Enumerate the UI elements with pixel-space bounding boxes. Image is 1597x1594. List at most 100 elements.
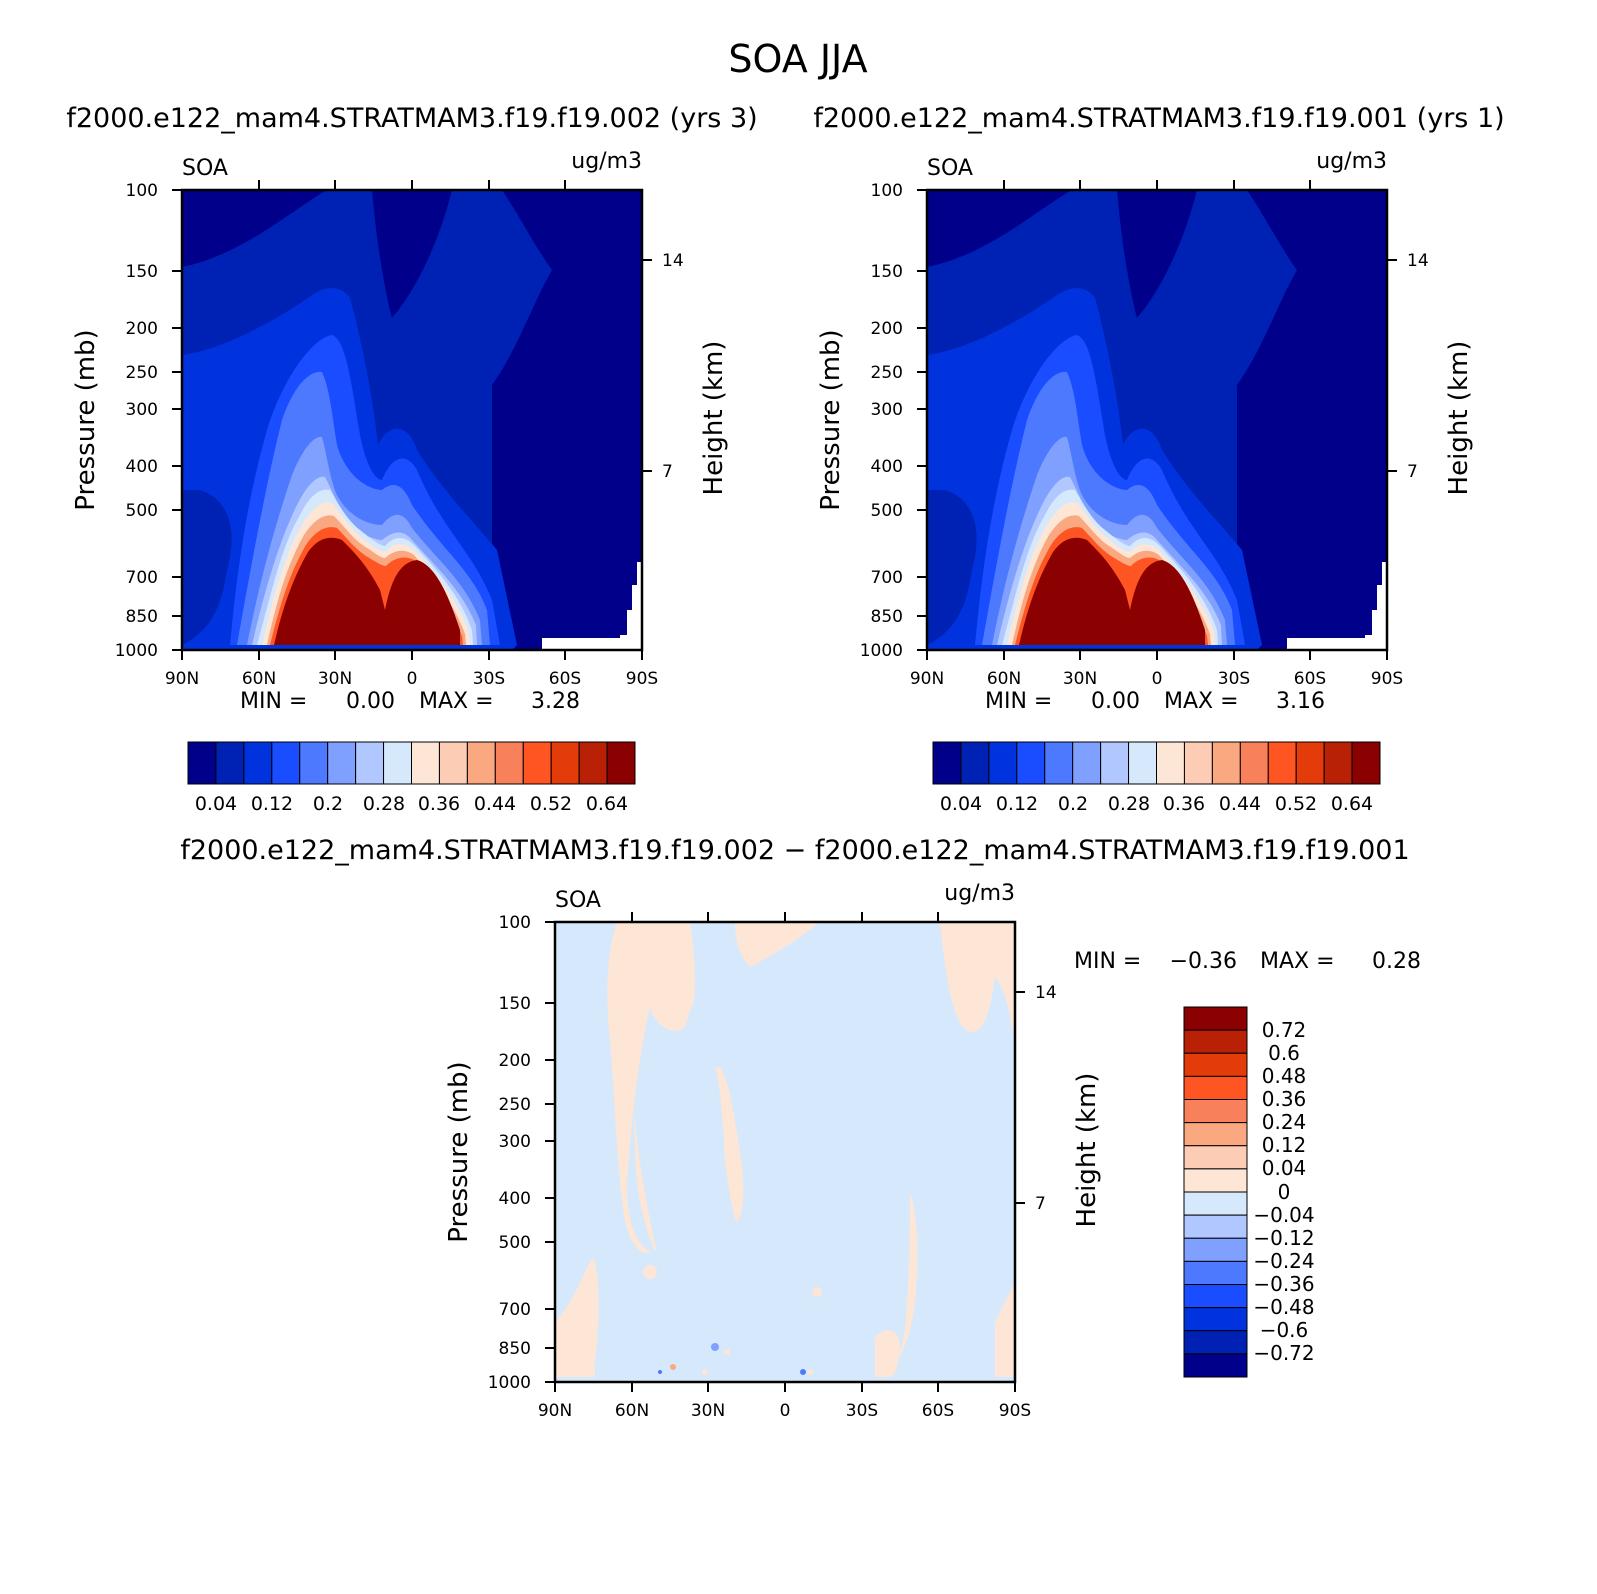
difference-ytick-label: 300 xyxy=(499,1132,531,1152)
difference-xtick-label: 90N xyxy=(538,1401,572,1421)
panel2-top-ticks xyxy=(1003,180,1311,190)
colorbar-swatch xyxy=(1211,741,1241,785)
colorbar-swatch xyxy=(1016,741,1046,785)
colorbar-swatch xyxy=(1183,1191,1248,1216)
panel2-ytick-label: 700 xyxy=(871,568,903,588)
colorbar-swatch xyxy=(299,741,329,785)
panel2-min-label: MIN = xyxy=(985,689,1052,714)
colorbar-swatch xyxy=(1183,1307,1248,1332)
colorbar-swatch xyxy=(1183,1075,1248,1101)
colorbar-swatch xyxy=(1183,1237,1248,1262)
difference-height-label: 14 xyxy=(1035,983,1057,1003)
panel1-xtick-label: 60N xyxy=(242,669,276,689)
panel2-minmax: MIN = 0.00 MAX = 3.16 xyxy=(985,689,1325,714)
difference-xtick-label: 0 xyxy=(780,1401,791,1421)
difference-height-labels: 14 7 xyxy=(1035,983,1057,1214)
panel1-ytick-label: 250 xyxy=(126,363,158,383)
panel2-ytick-label: 400 xyxy=(871,457,903,477)
colorbar-label: −0.36 xyxy=(1253,1272,1314,1296)
difference-minmax: MIN = −0.36 MAX = 0.28 xyxy=(1074,949,1421,974)
difference-max-label: MAX = xyxy=(1260,949,1335,974)
panel1-xtick-label: 30N xyxy=(318,669,352,689)
difference-xtick-label: 60S xyxy=(922,1401,954,1421)
colorbar-swatch xyxy=(1183,1260,1248,1286)
difference-bottom-ticks xyxy=(554,1382,1016,1392)
panel1-bottom-ticks xyxy=(181,650,643,660)
colorbar-label: 0 xyxy=(1278,1180,1291,1204)
panel1-ytick-labels: 100 150 200 250 300 400 500 700 850 1000 xyxy=(115,181,158,661)
panel1-height-label: 7 xyxy=(662,462,673,482)
panel2-ytick-label: 200 xyxy=(871,319,903,339)
colorbar-label: 0.36 xyxy=(418,793,460,815)
colorbar-swatch xyxy=(1239,741,1269,785)
colorbar-label: 0.72 xyxy=(1262,1018,1307,1042)
colorbar-label: 0.44 xyxy=(1219,793,1261,815)
panel2-colorbar-labels: 0.04 0.12 0.2 0.28 0.36 0.44 0.52 0.64 xyxy=(940,793,1373,815)
colorbar-swatch xyxy=(1183,1006,1248,1031)
difference-ylabel-right: Height (km) xyxy=(1072,1073,1102,1228)
panel2-height-label: 7 xyxy=(1407,462,1418,482)
panel2-ytick-labels: 100 150 200 250 300 400 500 700 850 1000 xyxy=(860,181,903,661)
colorbar-swatch xyxy=(1183,1168,1248,1193)
colorbar-label: 0.04 xyxy=(195,793,237,815)
colorbar-label: 0.24 xyxy=(1262,1110,1307,1134)
panel1-ylabel-right: Height (km) xyxy=(699,341,729,496)
colorbar-swatch xyxy=(1183,1284,1248,1309)
panel1-left-ticks xyxy=(172,189,182,651)
panel2-contours xyxy=(927,190,1387,650)
difference-contours xyxy=(555,922,1015,1382)
colorbar-label: −0.48 xyxy=(1253,1295,1314,1319)
panel2-ylabel: Pressure (mb) xyxy=(816,329,846,510)
colorbar-swatch xyxy=(1295,741,1325,785)
colorbar-swatch xyxy=(355,741,385,785)
colorbar-label: 0.52 xyxy=(530,793,572,815)
panel1-ytick-label: 200 xyxy=(126,319,158,339)
difference-ytick-label: 400 xyxy=(499,1189,531,1209)
panel1-ytick-label: 300 xyxy=(126,400,158,420)
panel1-ytick-label: 100 xyxy=(126,181,158,201)
panel2-height-label: 14 xyxy=(1407,251,1429,271)
colorbar-swatch xyxy=(960,741,990,785)
panel1-xtick-label: 60S xyxy=(549,669,581,689)
colorbar-label: −0.04 xyxy=(1253,1203,1314,1227)
colorbar-swatch xyxy=(187,741,217,785)
difference-left-ticks xyxy=(545,921,555,1383)
panel1-height-labels: 14 7 xyxy=(662,251,684,482)
difference-xtick-label: 60N xyxy=(615,1401,649,1421)
panel2: SOA ug/m3 90N 60N 30N 0 30S 60S 90S 100 … xyxy=(816,149,1474,714)
diff-title: f2000.e122_mam4.STRATMAM3.f19.f19.002 − … xyxy=(180,835,1409,866)
difference-right-ticks xyxy=(1015,991,1025,1204)
panel1-right-ticks xyxy=(642,259,652,472)
colorbar-swatch xyxy=(243,741,273,785)
colorbar-swatch xyxy=(1072,741,1102,785)
colorbar-label: 0.44 xyxy=(474,793,516,815)
panel2-xtick-label: 90N xyxy=(910,669,944,689)
difference-ylabel: Pressure (mb) xyxy=(444,1061,474,1242)
panel2-max-label: MAX = xyxy=(1164,689,1239,714)
colorbar-swatch xyxy=(988,741,1018,785)
panel2-ytick-label: 850 xyxy=(871,607,903,627)
colorbar-swatch xyxy=(271,741,301,785)
panel1-top-ticks xyxy=(258,180,566,190)
difference-panel: SOA ug/m3 90N 60N 30N 0 30S 60S 90S 100 … xyxy=(444,881,1421,1421)
colorbar-label: 0.52 xyxy=(1275,793,1317,815)
colorbar-swatch xyxy=(932,741,962,785)
colorbar-swatch xyxy=(1183,1145,1248,1170)
panel2-ytick-label: 100 xyxy=(871,181,903,201)
colorbar-label: 0.12 xyxy=(251,793,293,815)
panel1-max-label: MAX = xyxy=(419,689,494,714)
panel2-max-value: 3.16 xyxy=(1276,689,1325,714)
panel1-xtick-label: 90S xyxy=(626,669,658,689)
panel2-bottom-ticks xyxy=(926,650,1388,660)
panel1-contours xyxy=(182,190,642,650)
colorbar-label: −0.24 xyxy=(1253,1249,1314,1273)
panel1-colorbar: 0.04 0.12 0.2 0.28 0.36 0.44 0.52 0.64 xyxy=(187,741,636,815)
colorbar-label: 0.2 xyxy=(313,793,343,815)
colorbar-swatch xyxy=(494,741,524,785)
figure-title: SOA JJA xyxy=(728,37,867,81)
difference-ytick-label: 1000 xyxy=(488,1373,531,1393)
colorbar-swatch xyxy=(1183,1214,1248,1239)
colorbar-label: 0.48 xyxy=(1262,1064,1307,1088)
panel1-xtick-label: 30S xyxy=(473,669,505,689)
